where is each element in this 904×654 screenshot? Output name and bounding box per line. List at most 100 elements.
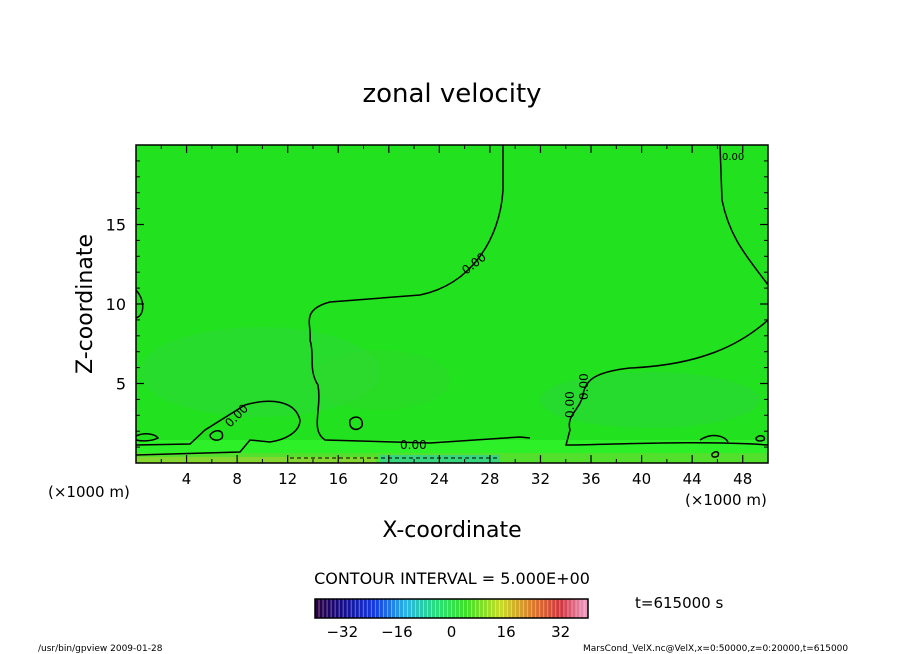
colorbar-frame (314, 598, 589, 619)
colorbar-cell (435, 599, 440, 618)
colorbar-cell (455, 599, 460, 618)
colorbar-cell (419, 599, 424, 618)
colorbar-cell (327, 599, 332, 618)
colorbar-cell (499, 599, 504, 618)
x-axis: 4 8 12 16 20 24 28 32 36 40 44 48 (160, 145, 752, 488)
colorbar-cell (359, 599, 364, 618)
colorbar-cell (575, 599, 581, 618)
contour-line (135, 289, 144, 319)
x-axis-label: X-coordinate (382, 518, 521, 543)
colorbar-cell (351, 599, 356, 618)
colorbar-cell (323, 599, 328, 618)
field-yellow-patch (136, 457, 376, 463)
contour-line (349, 416, 364, 431)
colorbar-cell (375, 599, 380, 618)
colorbar-cell (527, 599, 533, 618)
colorbar-cell (583, 599, 589, 618)
colorbar-cell (487, 599, 492, 618)
x-tick-label: 40 (632, 470, 651, 488)
colorbar-tick-label: −32 (326, 623, 358, 641)
colorbar-cell (511, 599, 517, 618)
x-tick-label: 4 (182, 470, 192, 488)
contour-interval-label: CONTOUR INTERVAL = 5.000E+00 (314, 569, 590, 588)
colorbar-cell (343, 599, 348, 618)
contour-label: 0.00 (577, 373, 591, 400)
colorbar-cell (423, 599, 428, 618)
colorbar (314, 598, 589, 619)
colorbar-cell (319, 599, 324, 618)
x-tick-label: 8 (232, 470, 242, 488)
colorbar-cell (543, 599, 549, 618)
x-tick-label: 48 (733, 470, 752, 488)
y-tick-label: 15 (106, 216, 126, 235)
colorbar-tick-label: 32 (551, 623, 570, 641)
x-tick-label: 28 (480, 470, 499, 488)
contour-label: 0.00 (563, 391, 577, 418)
x-unit-note-left: (×1000 m) (48, 483, 130, 501)
colorbar-cell (395, 599, 400, 618)
contour-line (755, 435, 766, 442)
chart-title: zonal velocity (362, 79, 541, 109)
colorbar-cell (507, 599, 513, 618)
colorbar-cell (371, 599, 376, 618)
colorbar-cell (563, 599, 569, 618)
field-shade-left (140, 327, 380, 417)
contour-label: 0.00 (722, 152, 744, 163)
time-label: t=615000 s (635, 594, 723, 612)
x-tick-label: 20 (379, 470, 398, 488)
colorbar-cell (523, 599, 529, 618)
colorbar-cell (479, 599, 484, 618)
colorbar-cell (451, 599, 456, 618)
colorbar-cell (411, 599, 416, 618)
x-tick-label: 44 (683, 470, 702, 488)
colorbar-cell (447, 599, 452, 618)
colorbar-cell (379, 599, 384, 618)
colorbar-tick-label: −16 (381, 623, 413, 641)
contour-line (699, 434, 729, 443)
contour-line (209, 430, 224, 441)
colorbar-cell (443, 599, 448, 618)
colorbar-cell (567, 599, 573, 618)
colorbar-cell (347, 599, 352, 618)
colorbar-cell (547, 599, 553, 618)
colorbar-cell (407, 599, 412, 618)
colorbar-cell (515, 599, 521, 618)
colorbar-cell (559, 599, 565, 618)
colorbar-cell (399, 599, 404, 618)
x-unit-note-right: (×1000 m) (685, 491, 767, 509)
contour-line (135, 400, 301, 456)
colorbar-cell (431, 599, 436, 618)
colorbar-cell (363, 599, 368, 618)
colorbar-cell (427, 599, 432, 618)
contour-label: 0.00 (400, 438, 427, 452)
footer-right: MarsCond_VelX.nc@VelX,x=0:50000,z=0:2000… (583, 644, 848, 654)
footer-left: /usr/bin/gpview 2009-01-28 (38, 644, 163, 654)
colorbar-cell (383, 599, 388, 618)
colorbar-cell (415, 599, 420, 618)
colorbar-cell (539, 599, 545, 618)
colorbar-tick-label: 16 (497, 623, 516, 641)
colorbar-tick-label: 0 (447, 623, 457, 641)
colorbar-cell (463, 599, 468, 618)
colorbar-cell (475, 599, 480, 618)
x-tick-label: 16 (329, 470, 348, 488)
contour-lines (135, 144, 769, 459)
contour-line (308, 145, 531, 444)
colorbar-cell (331, 599, 336, 618)
contour-line (711, 451, 720, 458)
colorbar-cell (403, 599, 408, 618)
colorbar-cell (495, 599, 500, 618)
colorbar-cell (555, 599, 561, 618)
contour-line (135, 433, 160, 442)
colorbar-cell (551, 599, 557, 618)
contour-line (719, 144, 769, 286)
colorbar-cell (339, 599, 344, 618)
colorbar-cell (483, 599, 488, 618)
colorbar-cell (503, 599, 509, 618)
y-axis-label: Z-coordinate (73, 234, 98, 374)
colorbar-ticks: −32 −16 0 16 32 (326, 623, 570, 641)
y-axis: 5 10 15 (106, 160, 768, 448)
field-cyan-patch (380, 455, 500, 463)
colorbar-cell (387, 599, 392, 618)
